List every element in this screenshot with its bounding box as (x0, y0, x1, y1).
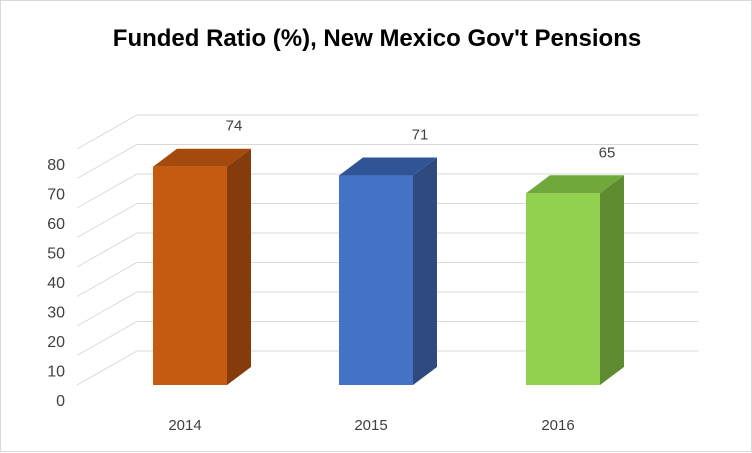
chart-title: Funded Ratio (%), New Mexico Gov't Pensi… (113, 25, 641, 52)
bar-side (227, 148, 251, 385)
y-tick-label: 30 (47, 305, 65, 322)
bar (153, 166, 227, 385)
data-label: 65 (599, 144, 616, 161)
bar (526, 193, 600, 385)
gridline (76, 232, 698, 268)
bars (153, 148, 624, 385)
bar (339, 175, 413, 385)
y-tick-label: 10 (47, 364, 65, 381)
bar-top (526, 175, 624, 194)
bar-side (600, 175, 624, 385)
y-tick-label: 70 (47, 187, 65, 204)
y-tick-label: 50 (47, 246, 65, 263)
gridline (76, 350, 698, 386)
bar-top (339, 157, 437, 176)
y-tick-label: 0 (56, 393, 65, 410)
x-category-label: 2016 (541, 417, 574, 434)
x-category-label: 2015 (354, 417, 387, 434)
gridline (76, 262, 698, 297)
data-label: 71 (412, 127, 429, 144)
y-tick-label: 20 (47, 334, 65, 351)
gridlines (76, 114, 698, 386)
bar-side (413, 157, 437, 385)
gridline (76, 114, 698, 150)
x-category-label: 2014 (168, 417, 201, 434)
gridline (76, 144, 698, 179)
data-label: 74 (226, 118, 243, 135)
bar-top (153, 148, 251, 167)
y-axis-ticks: 0 10 20 30 40 50 60 70 80 (47, 157, 65, 410)
gridline (76, 321, 698, 356)
y-tick-label: 60 (47, 216, 65, 233)
gridline (76, 173, 698, 209)
y-tick-label: 80 (47, 157, 65, 174)
data-labels: 74 71 65 (226, 118, 616, 162)
gridline (76, 291, 698, 327)
x-axis-categories: 2014 2015 2016 (168, 417, 574, 434)
y-tick-label: 40 (47, 275, 65, 292)
gridline (76, 203, 698, 238)
